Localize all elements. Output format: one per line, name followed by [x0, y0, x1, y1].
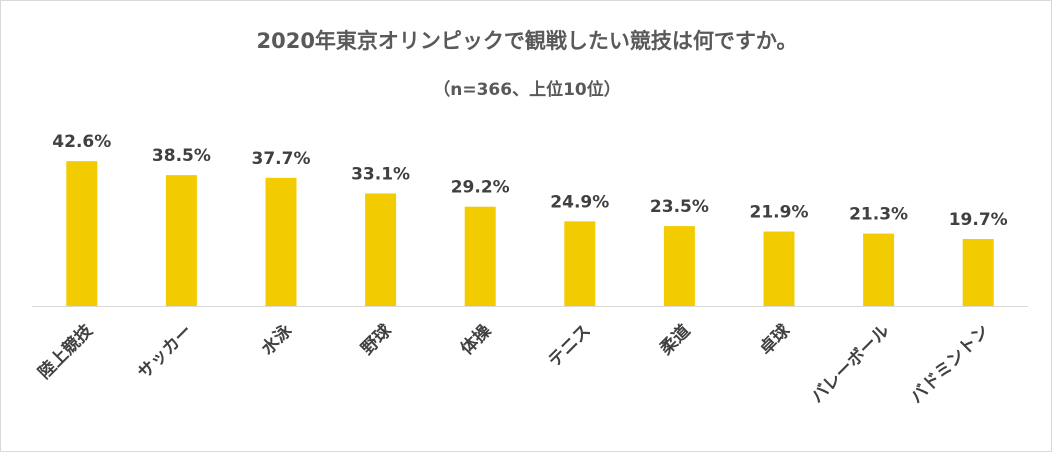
chart-title: 2020年東京オリンピックで観戦したい競技は何ですか。: [256, 29, 798, 53]
chart-subtitle: （n=366、上位10位）: [433, 80, 621, 100]
bar-3: [265, 177, 297, 306]
category-label-1: 陸上競技: [34, 320, 98, 384]
bar-1: [66, 161, 98, 306]
data-label-8: 21.9%: [750, 203, 809, 223]
category-label-2: サッカー: [134, 321, 196, 383]
data-label-5: 29.2%: [451, 178, 510, 198]
bar-4: [365, 193, 397, 306]
category-label-5: 体操: [456, 320, 495, 359]
bar-7: [663, 226, 695, 306]
data-label-2: 38.5%: [152, 146, 211, 166]
data-label-6: 24.9%: [550, 192, 609, 212]
bar-6: [564, 221, 596, 306]
data-label-9: 21.3%: [849, 205, 908, 225]
category-label-6: テニス: [545, 321, 595, 371]
category-label-8: 卓球: [755, 320, 795, 360]
bar-10: [962, 239, 994, 306]
category-label-7: 柔道: [656, 320, 695, 359]
data-label-3: 37.7%: [252, 149, 311, 169]
category-label-3: 水泳: [257, 320, 297, 360]
bar-2: [165, 175, 197, 306]
category-label-9: バレーボール: [807, 321, 893, 407]
category-label-10: バドミントン: [907, 321, 994, 408]
bar-5: [464, 206, 496, 306]
bar-9: [863, 233, 895, 306]
category-label-4: 野球: [357, 320, 396, 359]
bar-8: [763, 231, 795, 306]
data-label-7: 23.5%: [650, 197, 709, 217]
data-label-1: 42.6%: [52, 132, 111, 152]
data-label-10: 19.7%: [949, 210, 1008, 230]
data-label-4: 33.1%: [351, 164, 410, 184]
